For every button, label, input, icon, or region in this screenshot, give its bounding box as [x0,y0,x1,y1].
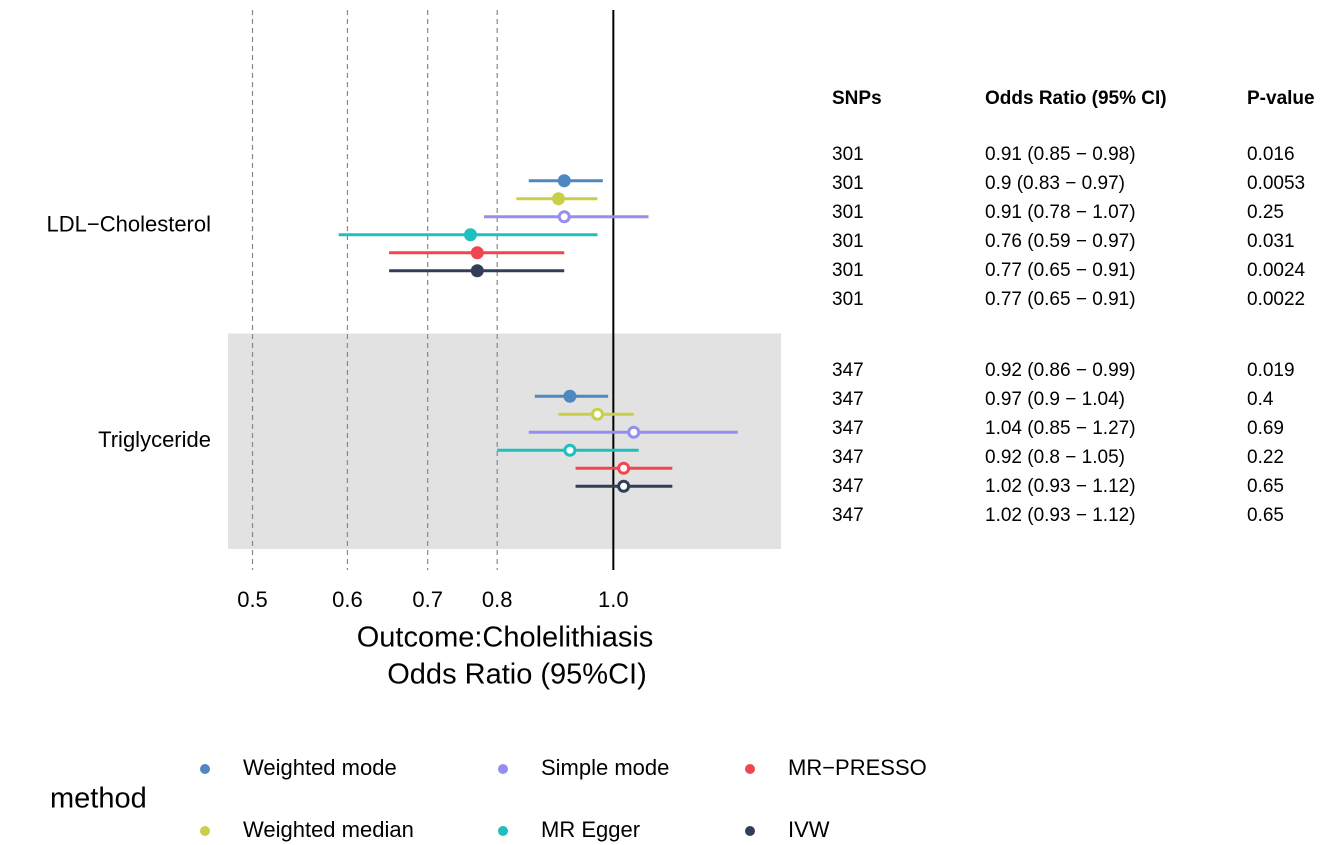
legend-marker [745,764,755,774]
table-cell: 0.77 (0.65 − 0.91) [985,260,1136,281]
table-cell: 0.4 [1247,389,1274,410]
legend-label: Simple mode [541,755,669,780]
table-cell: 0.92 (0.86 − 0.99) [985,360,1136,381]
legend-marker [498,764,508,774]
point-estimate [617,461,631,475]
table-cell: 347 [832,360,864,381]
table-cell: 0.0022 [1247,289,1305,310]
point-estimate [617,479,631,493]
table-cell: 0.65 [1247,505,1284,526]
point-estimate [563,389,577,403]
table-cell: 0.65 [1247,476,1284,497]
table-cell: 347 [832,476,864,497]
table-cell: 301 [832,289,864,310]
table-cell: 0.0053 [1247,173,1305,194]
table-cell: 347 [832,505,864,526]
table-cell: 1.02 (0.93 − 1.12) [985,505,1136,526]
table-cell: 0.77 (0.65 − 0.91) [985,289,1136,310]
point-estimate [470,264,484,278]
point-estimate [590,407,604,421]
point-estimate [557,210,571,224]
table-cell: 0.97 (0.9 − 1.04) [985,389,1125,410]
table-cell: 347 [832,418,864,439]
legend-marker [200,764,210,774]
legend-label: IVW [788,817,830,842]
table-cell: 0.9 (0.83 − 0.97) [985,173,1125,194]
legend-marker [200,826,210,836]
table-cell: 301 [832,260,864,281]
table-header: P-value [1247,88,1315,109]
table-header: Odds Ratio (95% CI) [985,88,1167,109]
table-cell: 301 [832,231,864,252]
point-estimate [557,174,571,188]
table-cell: 0.76 (0.59 − 0.97) [985,231,1136,252]
table-cell: 0.92 (0.8 − 1.05) [985,447,1125,468]
table-cell: 301 [832,202,864,223]
legend-label: Weighted median [243,817,414,842]
legend-label: MR−PRESSO [788,755,927,780]
table-cell: 347 [832,447,864,468]
table-cell: 0.016 [1247,144,1295,165]
table-cell: 0.0024 [1247,260,1306,281]
table-cell: 0.031 [1247,231,1295,252]
category-label: LDL−Cholesterol [47,212,211,237]
point-estimate [563,443,577,457]
table-cell: 1.02 (0.93 − 1.12) [985,476,1136,497]
x-axis-label: Outcome:Cholelithiasis [357,622,654,654]
legend-label: Weighted mode [243,755,397,780]
x-tick-label: 1.0 [598,587,629,612]
table-header: SNPs [832,88,882,109]
legend-title: method [50,783,147,815]
category-band [228,333,781,549]
table-cell: 1.04 (0.85 − 1.27) [985,418,1136,439]
table-cell: 0.91 (0.78 − 1.07) [985,202,1136,223]
legend-label: MR Egger [541,817,640,842]
x-tick-label: 0.6 [332,587,363,612]
x-tick-label: 0.7 [412,587,443,612]
table-cell: 347 [832,389,864,410]
table-cell: 301 [832,144,864,165]
category-label: Triglyceride [98,427,211,452]
x-axis-label: Odds Ratio (95%CI) [387,659,647,691]
point-estimate [463,228,477,242]
point-estimate [627,425,641,439]
table-cell: 301 [832,173,864,194]
point-estimate [551,192,565,206]
table-cell: 0.25 [1247,202,1284,223]
table-cell: 0.22 [1247,447,1284,468]
x-tick-label: 0.8 [482,587,513,612]
legend-marker [745,826,755,836]
legend-marker [498,826,508,836]
table-cell: 0.91 (0.85 − 0.98) [985,144,1136,165]
table-cell: 0.019 [1247,360,1295,381]
x-tick-label: 0.5 [237,587,268,612]
table-cell: 0.69 [1247,418,1284,439]
point-estimate [470,246,484,260]
